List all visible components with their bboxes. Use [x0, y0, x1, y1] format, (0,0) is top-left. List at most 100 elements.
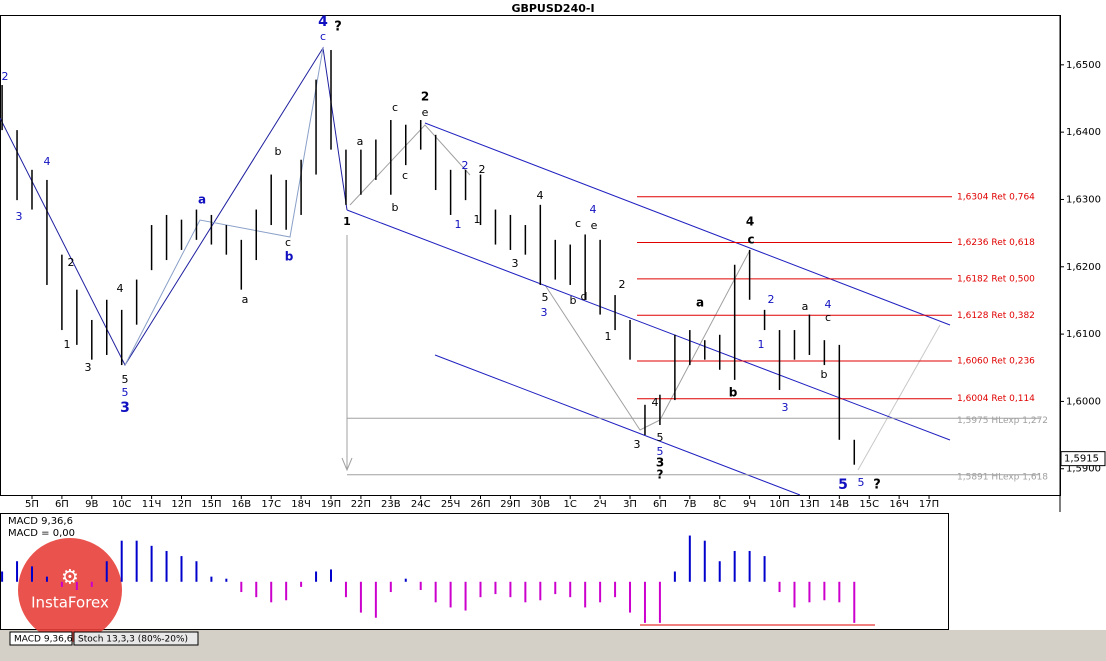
x-tick-label: 26П: [470, 499, 490, 510]
x-tick-label: 22П: [351, 499, 371, 510]
tab-label[interactable]: MACD 9,36,6: [14, 635, 73, 645]
wave-line: [349, 124, 471, 206]
wave-label: a: [696, 296, 704, 310]
wave-label: e: [422, 106, 429, 119]
channel-line: [434, 354, 801, 496]
x-tick-label: 18Ч: [291, 499, 311, 510]
x-tick-label: 11Ч: [142, 499, 162, 510]
fib-label: 1,6236 Ret 0,618: [957, 238, 1035, 248]
wave-label: c: [575, 217, 581, 230]
arrow-head: [341, 457, 353, 472]
wave-label: 1: [474, 213, 481, 226]
wave-label: 1: [64, 338, 71, 351]
wave-label: 5: [657, 431, 664, 444]
wave-label: 1: [605, 330, 612, 343]
wave-label: ?: [334, 20, 342, 35]
wave-label: 4: [117, 282, 124, 295]
wave-label: 2: [462, 159, 469, 172]
wave-label: ?: [873, 478, 881, 493]
x-tick-label: 10П: [769, 499, 789, 510]
wave-label: 5: [858, 476, 865, 489]
wave-label: 3: [782, 401, 789, 414]
y-tick-label: 1,6400: [1066, 127, 1101, 138]
x-tick-label: 17П: [919, 499, 939, 510]
wave-label: a: [357, 135, 364, 148]
wave-label: 4: [746, 215, 754, 229]
wave-label: 5: [838, 477, 848, 493]
x-tick-label: 2Ч: [594, 499, 607, 510]
y-tick-label: 1,6200: [1066, 262, 1101, 273]
last-price-box: [1060, 451, 1106, 467]
wave-label: d: [581, 290, 588, 303]
y-tick-label: 1,6500: [1066, 60, 1101, 71]
wave-label: b: [821, 368, 828, 381]
last-price-label: 1,5915: [1064, 454, 1099, 465]
logo-badge: [18, 538, 122, 642]
wave-label: 4: [318, 14, 328, 30]
wave-label: 3: [85, 361, 92, 374]
y-tick-label: 1,6000: [1066, 396, 1101, 407]
channel-line: [424, 122, 951, 326]
wave-label: e: [591, 219, 598, 232]
wave-label: 1: [758, 338, 765, 351]
wave-label: a: [198, 193, 206, 207]
wave-label: 4: [44, 155, 51, 168]
wave-label: 5: [657, 445, 664, 458]
wave-label: b: [392, 201, 399, 214]
x-tick-label: 17С: [261, 499, 281, 510]
x-tick-label: 10С: [112, 499, 132, 510]
fib-label: 1,6182 Ret 0,500: [957, 274, 1035, 284]
wave-label: 1: [455, 218, 462, 231]
channel-line: [346, 209, 951, 441]
wave-label: 3: [656, 456, 664, 470]
wave-label: 3: [120, 400, 130, 416]
wave-label: 2: [768, 293, 775, 306]
tab-label[interactable]: Stoch 13,3,3 (80%-20%): [78, 635, 188, 645]
wave-label: c: [825, 311, 831, 324]
wave-label: 5: [122, 373, 129, 386]
wave-label: 5: [542, 291, 549, 304]
wave-label: 4: [537, 189, 544, 202]
x-tick-label: 13П: [799, 499, 819, 510]
macd-label: MACD 9,36,6: [8, 516, 73, 527]
tab[interactable]: [9, 631, 73, 646]
chart-title: GBPUSD240-I: [511, 2, 594, 15]
wave-label: c: [392, 101, 398, 114]
x-tick-label: 9В: [85, 499, 98, 510]
y-tick-label: 1,6100: [1066, 329, 1101, 340]
tab[interactable]: [73, 631, 199, 646]
wave-label: 2: [619, 278, 626, 291]
wave-line: [857, 324, 941, 471]
x-tick-label: 24С: [411, 499, 431, 510]
x-tick-label: 5П: [25, 499, 39, 510]
x-tick-label: 3П: [623, 499, 637, 510]
exp-label: 1,5891 HLexp 1,618: [957, 472, 1048, 482]
wave-label: 1: [343, 215, 351, 228]
x-tick-label: 25Ч: [441, 499, 461, 510]
wave-label: 3: [16, 210, 23, 223]
wave-label: 3: [541, 306, 548, 319]
x-tick-label: 9Ч: [743, 499, 756, 510]
x-tick-label: 8С: [713, 499, 726, 510]
wave-line: [124, 47, 324, 366]
exp-label: 1,5975 HLexp 1,272: [957, 416, 1048, 426]
wave-label: a: [242, 293, 249, 306]
x-tick-label: 15С: [859, 499, 879, 510]
wave-label: b: [275, 145, 282, 158]
logo-text: InstaForex: [31, 594, 109, 612]
wave-label: ?: [657, 468, 664, 482]
wave-label: 4: [652, 396, 659, 409]
fib-label: 1,6004 Ret 0,114: [957, 394, 1035, 404]
wave-label: 2: [2, 70, 9, 83]
wave-label: c: [747, 233, 754, 247]
wave-label: 4: [825, 298, 832, 311]
wave-label: b: [570, 294, 577, 307]
wave-label: b: [285, 250, 294, 264]
macd-frame: [0, 513, 949, 630]
x-tick-label: 15П: [201, 499, 221, 510]
wave-label: c: [402, 169, 408, 182]
x-tick-label: 23В: [381, 499, 401, 510]
